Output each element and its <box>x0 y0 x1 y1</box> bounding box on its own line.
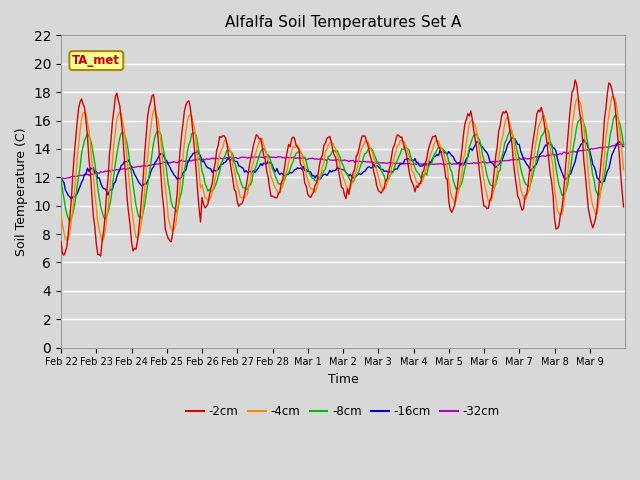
Text: TA_met: TA_met <box>72 54 120 67</box>
Legend: -2cm, -4cm, -8cm, -16cm, -32cm: -2cm, -4cm, -8cm, -16cm, -32cm <box>182 400 504 423</box>
Y-axis label: Soil Temperature (C): Soil Temperature (C) <box>15 127 28 256</box>
Title: Alfalfa Soil Temperatures Set A: Alfalfa Soil Temperatures Set A <box>225 15 461 30</box>
X-axis label: Time: Time <box>328 373 358 386</box>
